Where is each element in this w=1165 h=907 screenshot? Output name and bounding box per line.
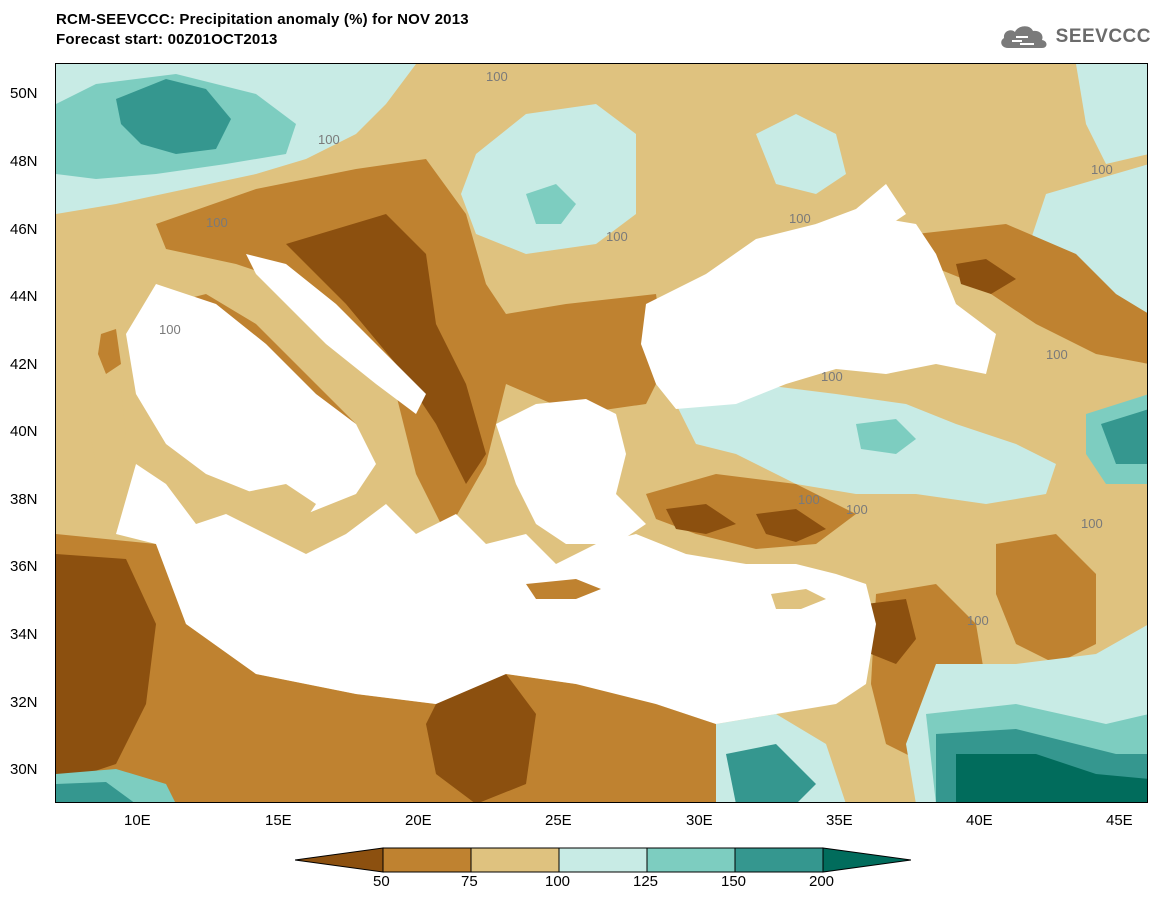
lon-tick-label: 25E (545, 812, 572, 829)
contour-label: 100 (1091, 162, 1113, 177)
lat-tick-label: 44N (10, 288, 38, 305)
colorbar (295, 847, 911, 873)
cloud-icon (1000, 26, 1047, 48)
anomaly-over-200-mideast (956, 754, 1147, 802)
anomaly-below-50-levant (866, 599, 916, 664)
sea-aegean (496, 399, 646, 544)
lon-tick-label: 10E (124, 812, 151, 829)
title-block: RCM-SEEVCCC: Precipitation anomaly (%) f… (56, 10, 469, 50)
lon-tick-label: 45E (1106, 812, 1133, 829)
contour-label: 100 (846, 502, 868, 517)
lon-tick-label: 20E (405, 812, 432, 829)
island-corsica (98, 329, 121, 374)
colorbar-label: 125 (633, 873, 659, 890)
anomaly-below-50-africa-c (426, 674, 536, 802)
island-crete (526, 579, 601, 599)
map-title: RCM-SEEVCCC: Precipitation anomaly (%) f… (56, 11, 469, 28)
contour-label: 100 (1046, 347, 1068, 362)
lat-tick-label: 40N (10, 423, 38, 440)
contour-label: 100 (789, 211, 811, 226)
anomaly-150-200-east (1101, 409, 1147, 464)
lat-tick-label: 32N (10, 694, 38, 711)
colorbar-label: 200 (809, 873, 835, 890)
contour-label: 100 (318, 132, 340, 147)
anomaly-below-50-anatolia-s (666, 504, 736, 534)
anomaly-below-50-anatolia-s2 (756, 509, 826, 542)
lon-tick-label: 15E (265, 812, 292, 829)
anomaly-below-50-africa-w (56, 554, 156, 784)
colorbar-label: 75 (461, 873, 478, 890)
contour-label: 100 (486, 69, 508, 84)
lat-tick-label: 36N (10, 558, 38, 575)
sea-azov (816, 184, 906, 239)
sea-tyrrhenian (126, 284, 376, 514)
colorbar-segment (470, 847, 560, 873)
colorbar-label: 100 (545, 873, 571, 890)
colorbar-segment (822, 847, 911, 873)
forecast-start: Forecast start: 00Z01OCT2013 (56, 31, 278, 48)
anomaly-100-125-pl (461, 104, 636, 254)
anomaly-below-50-balkans (286, 214, 486, 484)
island-sardinia (88, 389, 126, 464)
anomaly-150-200-egypt (726, 744, 816, 802)
anomaly-150-200-africa-sw (56, 782, 134, 802)
contour-label: 100 (606, 229, 628, 244)
lat-tick-label: 42N (10, 356, 38, 373)
logo-text: SEEVCCC (1055, 26, 1151, 47)
lat-tick-label: 48N (10, 153, 38, 170)
sea-black (641, 214, 996, 409)
lat-tick-label: 50N (10, 85, 38, 102)
seevccc-logo: SEEVCCC (998, 22, 1151, 52)
island-sicily (236, 484, 316, 534)
anomaly-50-75-caucasus (916, 224, 1147, 364)
lat-tick-label: 46N (10, 221, 38, 238)
lon-tick-label: 40E (966, 812, 993, 829)
lon-tick-label: 30E (686, 812, 713, 829)
precipitation-map: 100 100 100 100 100 100 100 100 100 100 … (56, 64, 1147, 802)
contour-label: 100 (1081, 516, 1103, 531)
anomaly-100-125-ne-top (1076, 64, 1147, 164)
anomaly-50-75-iraq (996, 534, 1096, 664)
sea-adriatic (246, 254, 426, 414)
colorbar-segment (382, 847, 472, 873)
colorbar-segment (734, 847, 824, 873)
sea-mediterranean (116, 464, 876, 724)
anomaly-below-50-caucasus (956, 259, 1016, 294)
anomaly-100-125-ru (756, 114, 846, 194)
lon-tick-label: 35E (826, 812, 853, 829)
lat-tick-label: 34N (10, 626, 38, 643)
map-area: 100 100 100 100 100 100 100 100 100 100 … (55, 63, 1148, 803)
anomaly-150-200-nw (116, 79, 231, 154)
anomaly-50-75-africa (56, 534, 716, 802)
lat-tick-label: 30N (10, 761, 38, 778)
contour-label: 100 (159, 322, 181, 337)
contour-label: 100 (821, 369, 843, 384)
anomaly-125-150-pl (526, 184, 576, 224)
island-cyprus (771, 589, 826, 609)
lat-tick-label: 38N (10, 491, 38, 508)
colorbar-label: 50 (373, 873, 390, 890)
colorbar-label: 150 (721, 873, 747, 890)
anomaly-125-150-anatolia (856, 419, 916, 454)
contour-label: 100 (967, 613, 989, 628)
colorbar-segment (295, 847, 384, 873)
contour-label: 100 (798, 492, 820, 507)
colorbar-segment (558, 847, 648, 873)
contour-label: 100 (206, 215, 228, 230)
colorbar-segment (646, 847, 736, 873)
